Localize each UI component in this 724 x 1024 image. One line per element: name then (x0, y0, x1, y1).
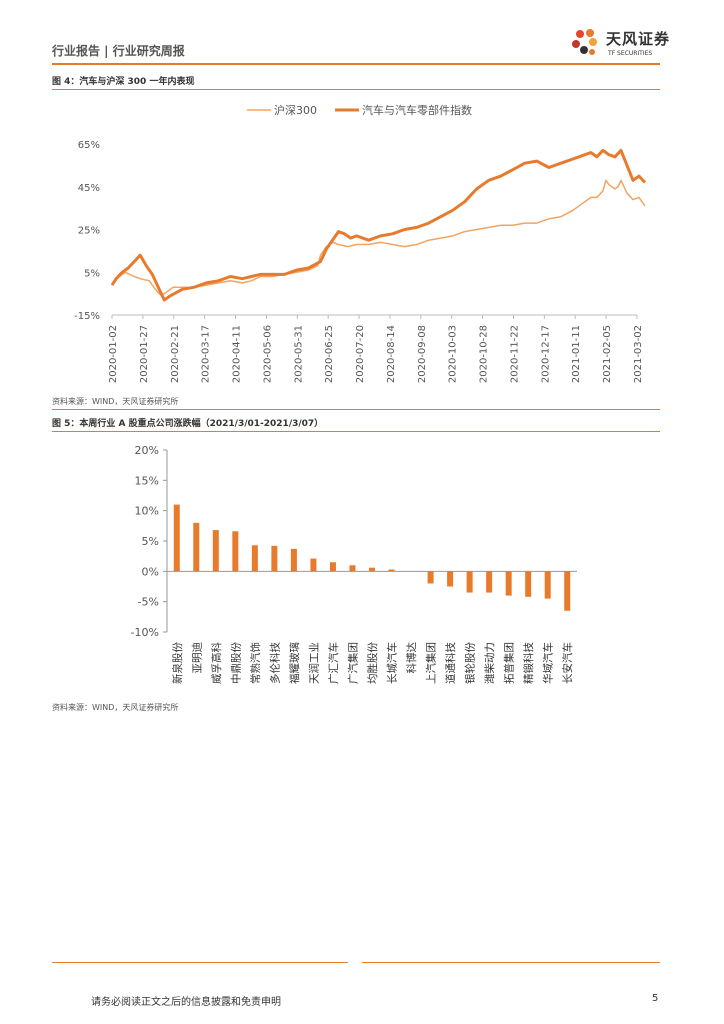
bar (505, 571, 512, 596)
header-rule (52, 63, 660, 65)
category-label: 上汽集团 (425, 642, 438, 684)
figure5-title: 图 5：本周行业 A 股重点公司涨跌幅（2021/3/01-2021/3/07） (52, 419, 324, 429)
bar (564, 571, 571, 611)
x-tick-label: 2020-10-03 (448, 325, 459, 383)
bar (232, 531, 239, 572)
category-label: 中鼎股份 (229, 642, 242, 684)
category-label: 威孚高科 (210, 642, 223, 684)
category-label: 长安汽车 (561, 642, 574, 684)
figure4-bottom-rule (52, 409, 660, 410)
x-tick-label: 2020-08-14 (386, 325, 397, 383)
logo-english-name: TF SECURITIES (608, 50, 653, 57)
category-label: 常熟汽饰 (249, 642, 262, 684)
x-tick-label: 2020-07-20 (355, 325, 366, 383)
x-tick-label: 2020-05-31 (293, 325, 304, 383)
bar (388, 569, 395, 572)
x-tick-label: 2021-02-05 (602, 325, 613, 383)
y-tick-label: 15% (135, 474, 159, 487)
series-line (110, 148, 647, 302)
bar (329, 562, 336, 572)
y-tick-label: 0% (142, 565, 159, 578)
bar (544, 571, 551, 599)
x-tick-label: 2020-05-06 (262, 325, 273, 383)
category-label: 广汽集团 (346, 642, 359, 684)
category-label: 拓普集团 (503, 642, 516, 684)
footer-rule-left (52, 962, 348, 963)
figure4-title-rule (52, 89, 660, 90)
category-label: 亚明迪 (191, 642, 203, 674)
category-label: 均胜股份 (367, 642, 379, 684)
category-label: 精锻科技 (522, 642, 535, 684)
bar (447, 571, 454, 587)
bar (193, 522, 200, 572)
flower-logo-icon (572, 29, 597, 55)
legend-item: 沪深300 (247, 103, 317, 117)
x-tick-label: 2020-09-08 (417, 325, 428, 383)
logo-chinese-name: 天风证券 (606, 30, 671, 48)
y-tick-label: -5% (138, 596, 159, 609)
y-tick-label: 5% (142, 535, 159, 548)
x-tick-label: 2020-01-27 (139, 325, 150, 383)
figure4-title: 图 4：汽车与沪深 300 一年内表现 (52, 77, 195, 87)
page-number: 5 (652, 993, 659, 1004)
y-tick-label: 20% (135, 444, 159, 457)
category-label: 天润工业 (307, 642, 320, 684)
x-tick-label: 2020-10-28 (479, 325, 490, 383)
y-tick-label: 5% (84, 268, 100, 279)
y-tick-label: -10% (131, 626, 159, 639)
legend-label: 汽车与汽车零部件指数 (362, 103, 472, 117)
category-label: 道通科技 (444, 642, 457, 684)
y-tick-label: 65% (78, 140, 100, 151)
x-tick-label: 2020-01-02 (108, 325, 119, 383)
x-tick-label: 2020-02-21 (170, 325, 181, 383)
category-label: 福耀玻璃 (288, 642, 301, 684)
category-label: 长城汽车 (386, 642, 399, 684)
line-chart: 沪深300 汽车与汽车零部件指数 2020-01-02 2020-01-27 2020… (74, 103, 647, 383)
y-tick-label: -15% (74, 311, 100, 322)
category-label: 潍柴动力 (483, 642, 496, 684)
category-label: 华域汽车 (542, 642, 555, 684)
brand-logo: 天风证券 TF SECURITIES (566, 24, 676, 64)
x-tick-label: 2020-12-17 (540, 325, 551, 383)
bar (173, 504, 180, 572)
legend-item: 汽车与汽车零部件指数 (335, 103, 472, 117)
category-label: 多伦科技 (268, 642, 281, 684)
x-tick-label: 2020-06-25 (324, 325, 335, 383)
bar (486, 571, 493, 593)
bar (290, 548, 297, 572)
bar (466, 571, 473, 593)
category-label: 银轮股份 (464, 642, 477, 684)
bar (251, 545, 258, 572)
figure4-source: 资料来源：WIND，天风证券研究所 (52, 397, 179, 406)
bar (310, 558, 317, 572)
y-tick-label: 10% (135, 505, 159, 518)
x-tick-label: 2020-11-22 (509, 325, 520, 383)
bar (349, 565, 356, 572)
report-header-title: 行业报告 | 行业研究周报 (52, 44, 185, 58)
x-tick-label: 2021-01-11 (571, 325, 582, 383)
x-tick-label: 2020-03-17 (201, 325, 212, 383)
bar-chart: 新泉股份 亚明迪 威孚高科 中鼎股份 常熟汽饰 多伦科技 福耀玻璃 天润工业 广汇汽车 广汽集团均… (131, 444, 577, 684)
y-tick-label: 45% (78, 183, 100, 194)
figure5-title-rule (52, 431, 660, 432)
series-line (111, 179, 646, 297)
category-label: 科博达 (405, 642, 418, 674)
category-label: 新泉股份 (171, 642, 184, 684)
bar (271, 545, 278, 572)
figure5-source: 资料来源：WIND，天风证券研究所 (52, 703, 179, 712)
bar (525, 571, 532, 597)
category-label: 广汇汽车 (327, 642, 340, 684)
footer-disclaimer: 请务必阅读正文之后的信息披露和免责申明 (91, 997, 281, 1008)
footer-rule-right (362, 962, 660, 963)
bar (212, 530, 219, 572)
x-tick-label: 2021-03-02 (633, 325, 644, 383)
bar (427, 571, 434, 584)
y-tick-label: 25% (78, 226, 100, 237)
x-tick-label: 2020-04-11 (232, 325, 243, 383)
bar (369, 567, 375, 572)
legend-label: 沪深300 (274, 103, 317, 117)
